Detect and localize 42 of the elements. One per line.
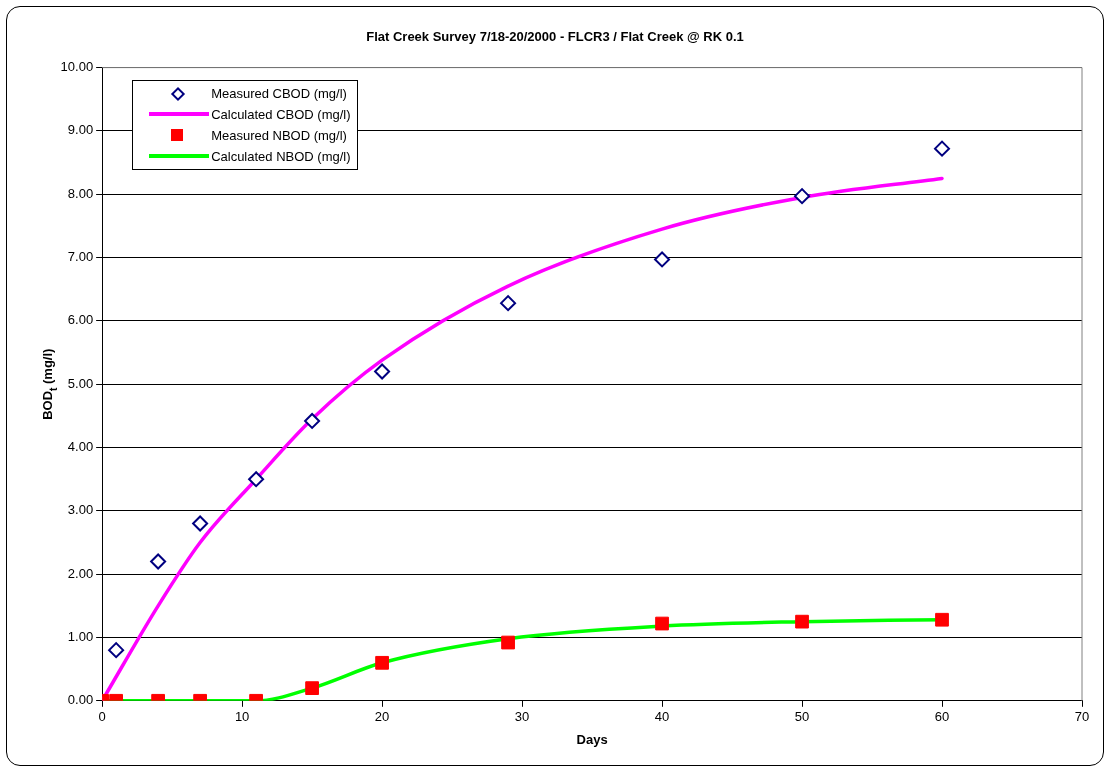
point	[500, 295, 517, 312]
y-tick-label: 1.00	[67, 629, 94, 645]
y-tick-label: 7.00	[67, 249, 94, 265]
y-tick-label: 3.00	[67, 502, 94, 518]
y-axis-title: BODt (mg/l)	[39, 348, 59, 420]
y-tick-label: 2.00	[67, 565, 94, 581]
x-tick-label: 70	[1074, 709, 1090, 725]
point	[655, 616, 669, 631]
point	[934, 140, 951, 157]
x-tick-label: 20	[374, 709, 390, 725]
y-tick-label: 6.00	[67, 312, 94, 328]
x-tick-label: 30	[514, 709, 530, 725]
point	[108, 642, 125, 659]
legend-label: Measured CBOD (mg/l)	[211, 85, 347, 101]
y-tick-label: 9.00	[67, 122, 94, 138]
point	[654, 251, 671, 268]
point	[150, 553, 167, 570]
point	[935, 612, 949, 627]
point	[304, 412, 321, 429]
point	[374, 363, 391, 380]
point	[501, 635, 515, 650]
point	[375, 655, 389, 670]
legend-label: Measured NBOD (mg/l)	[211, 127, 347, 143]
y-tick-label: 5.00	[67, 375, 94, 391]
y-tick-label: 10.00	[60, 59, 94, 75]
point	[305, 681, 319, 695]
y-tick-label: 8.00	[67, 185, 94, 201]
point	[795, 614, 809, 629]
x-tick-label: 60	[934, 709, 950, 725]
x-tick-label: 10	[234, 709, 250, 725]
chart-title: Flat Creek Survey 7/18-20/2000 - FLCR3 / Flat Creek @ RK 0.1	[366, 29, 744, 45]
point	[248, 471, 265, 488]
x-axis-title: Days	[576, 731, 608, 747]
y-tick-label: 4.00	[67, 439, 94, 455]
legend-label: Calculated CBOD (mg/l)	[211, 106, 351, 122]
x-tick-label: 0	[98, 709, 106, 725]
x-tick-label: 40	[654, 709, 670, 725]
point	[192, 515, 209, 532]
y-tick-label: 0.00	[67, 692, 94, 708]
legend-label: Calculated NBOD (mg/l)	[211, 148, 351, 164]
x-tick-label: 50	[794, 709, 810, 725]
point	[794, 188, 811, 205]
